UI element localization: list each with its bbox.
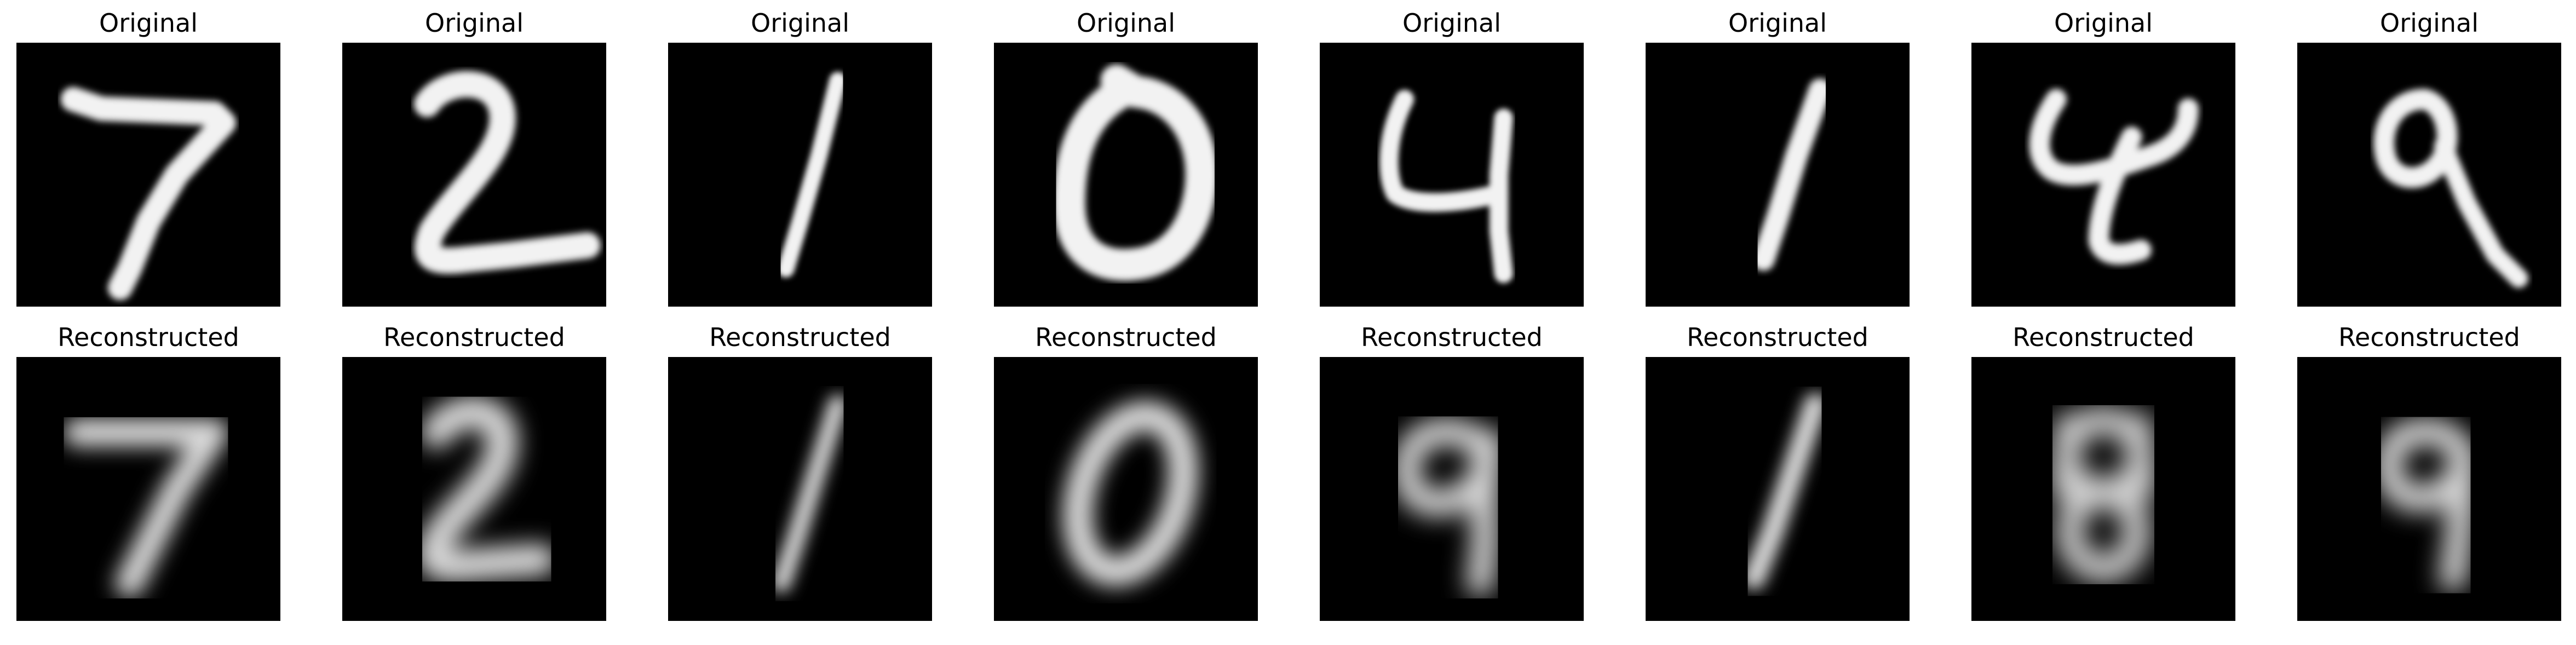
reconstructed-image-7 [1971,357,2235,621]
digit-0-original-glyph [1053,64,1217,281]
digit-2-reconstructed-glyph [417,396,556,582]
original-title-1: Original [99,8,198,38]
original-image-3 [668,43,932,307]
digit-7-original-glyph [60,87,237,300]
reconstructed-image-6 [1646,357,1910,621]
original-title-7: Original [2054,8,2153,38]
digit-9-reconstructed-glyph-b [2375,418,2476,592]
original-title-8: Original [2379,8,2479,38]
reconstructed-title-2: Reconstructed [383,322,565,352]
digit-7-reconstructed-glyph [64,418,229,597]
digit-4-original-glyph-b [2029,89,2199,265]
original-image-5 [1320,43,1584,307]
reconstructed-title-4: Reconstructed [1035,322,1217,352]
reconstructed-image-5 [1320,357,1584,621]
original-image-4 [994,43,1258,307]
digit-1-reconstructed-glyph-b [1743,393,1827,590]
reconstructed-image-8 [2297,357,2561,621]
digit-4-original-glyph [1379,90,1513,283]
reconstructed-title-1: Reconstructed [58,322,239,352]
reconstructed-image-3 [668,357,932,621]
original-image-6 [1646,43,1910,307]
reconstructed-image-1 [16,357,280,621]
original-title-6: Original [1728,8,1827,38]
digit-1-original-glyph [777,72,847,278]
original-image-1 [16,43,280,307]
original-image-8 [2297,43,2561,307]
reconstructed-title-6: Reconstructed [1687,322,1868,352]
digit-9-original-glyph [2373,89,2528,288]
original-title-3: Original [750,8,849,38]
reconstructed-title-5: Reconstructed [1361,322,1543,352]
original-image-7 [1971,43,2235,307]
digit-8-reconstructed-glyph [2050,407,2157,583]
reconstructed-title-8: Reconstructed [2338,322,2520,352]
reconstructed-image-2 [342,357,606,621]
reconstructed-image-4 [994,357,1258,621]
original-title-5: Original [1402,8,1501,38]
digit-1-reconstructed-glyph [772,394,848,593]
digit-9-reconstructed-glyph [1393,418,1503,597]
reconstructed-title-3: Reconstructed [709,322,891,352]
original-image-2 [342,43,606,307]
original-title-4: Original [1076,8,1175,38]
original-title-2: Original [424,8,524,38]
reconstructed-title-7: Reconstructed [2013,322,2194,352]
digit-2-original-glyph [413,71,601,274]
digit-1-original-glyph-b [1752,78,1832,271]
digit-0-reconstructed-glyph [1062,401,1199,587]
